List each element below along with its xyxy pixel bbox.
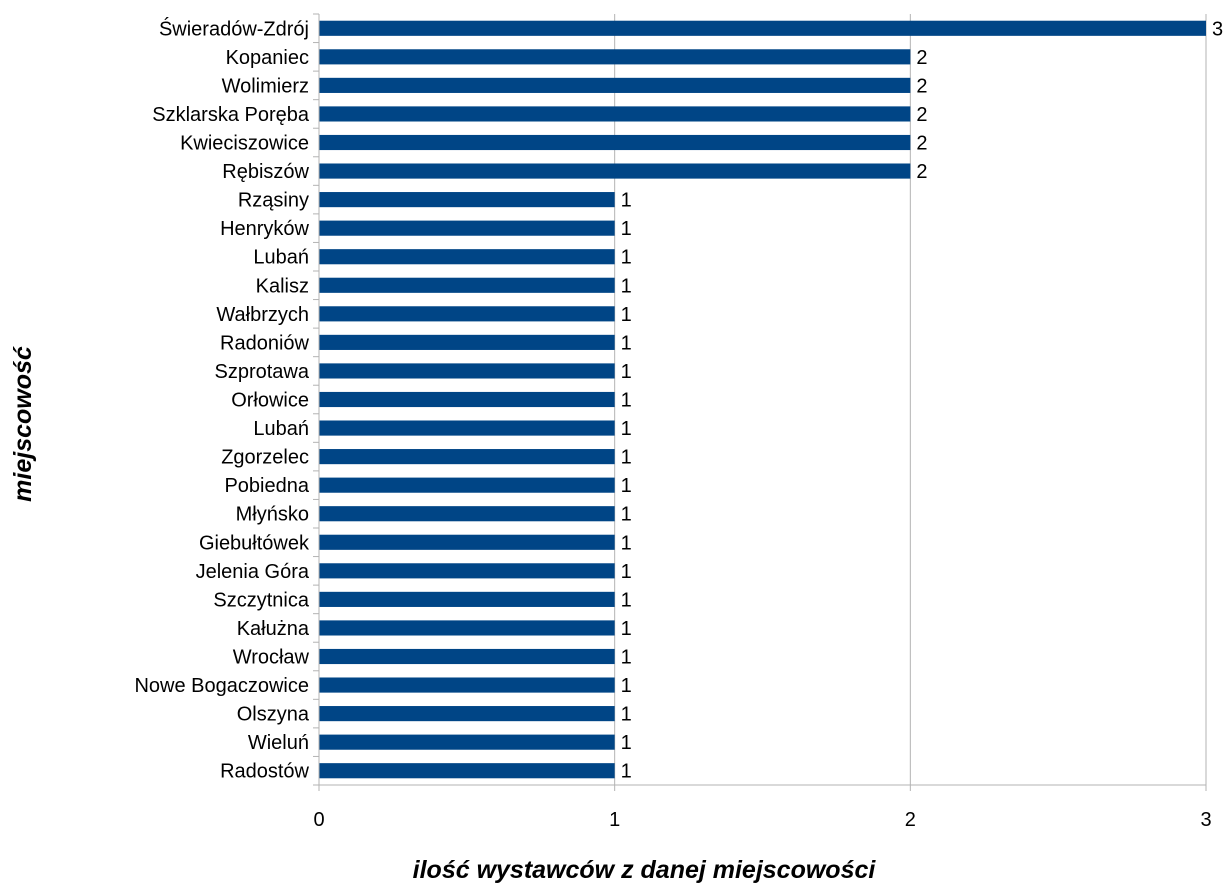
data-label-0: 3 — [1212, 18, 1223, 40]
data-label-10: 1 — [621, 304, 632, 326]
bar-5 — [319, 163, 911, 179]
category-label-23: Nowe Bogaczowice — [134, 675, 309, 697]
category-label-10: Wałbrzych — [216, 304, 309, 326]
x-tick-label-3: 3 — [1200, 809, 1211, 831]
bar-26 — [319, 763, 615, 779]
bar-25 — [319, 734, 615, 750]
data-label-16: 1 — [621, 475, 632, 497]
bar-14 — [319, 420, 615, 436]
data-label-6: 1 — [621, 190, 632, 212]
category-label-17: Młyńsko — [236, 504, 309, 526]
category-label-6: Rząsiny — [238, 190, 309, 212]
category-label-12: Szprotawa — [215, 361, 310, 383]
bar-3 — [319, 106, 911, 122]
data-label-17: 1 — [621, 504, 632, 526]
bar-1 — [319, 49, 911, 65]
category-label-18: Giebułtówek — [199, 532, 310, 554]
category-label-9: Kalisz — [256, 275, 309, 297]
bar-7 — [319, 220, 615, 236]
bars — [319, 20, 1206, 779]
bar-11 — [319, 334, 615, 350]
data-label-26: 1 — [621, 761, 632, 783]
category-label-21: Kałużna — [237, 618, 310, 640]
bar-4 — [319, 134, 911, 151]
category-label-3: Szklarska Poręba — [152, 104, 310, 126]
category-label-15: Zgorzelec — [221, 447, 309, 469]
bar-18 — [319, 534, 615, 550]
data-label-3: 2 — [916, 104, 927, 126]
category-label-26: Radostów — [220, 761, 309, 783]
category-label-13: Orłowice — [231, 390, 309, 412]
bar-21 — [319, 620, 615, 636]
bar-9 — [319, 277, 615, 293]
data-label-11: 1 — [621, 332, 632, 354]
bar-13 — [319, 391, 615, 408]
category-label-2: Wolimierz — [222, 75, 309, 97]
data-label-14: 1 — [621, 418, 632, 440]
category-label-7: Henryków — [220, 218, 309, 240]
category-label-4: Kwieciszowice — [180, 133, 309, 155]
bar-8 — [319, 249, 615, 265]
data-label-9: 1 — [621, 275, 632, 297]
category-label-25: Wieluń — [248, 732, 309, 754]
bar-19 — [319, 563, 615, 579]
data-label-12: 1 — [621, 361, 632, 383]
x-tick-label-0: 0 — [313, 809, 324, 831]
data-label-13: 1 — [621, 390, 632, 412]
category-label-16: Pobiedna — [224, 475, 309, 497]
bar-10 — [319, 306, 615, 322]
bar-0 — [319, 20, 1206, 36]
data-label-23: 1 — [621, 675, 632, 697]
category-label-14: Lubań — [253, 418, 309, 440]
category-label-1: Kopaniec — [226, 47, 309, 69]
x-axis-title: ilość wystawców z danej miejscowości — [413, 856, 877, 884]
bar-2 — [319, 77, 911, 93]
data-label-25: 1 — [621, 732, 632, 754]
labels: 0 1 2 3 Świeradów-Zdrój 3 Kopaniec 2 Wolimierz 2 S… — [134, 16, 1223, 831]
data-label-19: 1 — [621, 561, 632, 583]
bar-16 — [319, 477, 615, 493]
category-label-19: Jelenia Góra — [196, 561, 310, 583]
data-label-15: 1 — [621, 447, 632, 469]
data-label-8: 1 — [621, 247, 632, 269]
bar-15 — [319, 449, 615, 465]
data-label-24: 1 — [621, 704, 632, 726]
data-label-18: 1 — [621, 532, 632, 554]
data-label-1: 2 — [916, 47, 927, 69]
category-label-22: Wrocław — [233, 647, 310, 669]
data-label-21: 1 — [621, 618, 632, 640]
bar-17 — [319, 506, 615, 522]
data-label-20: 1 — [621, 589, 632, 611]
category-label-8: Lubań — [253, 247, 309, 269]
data-label-5: 2 — [916, 161, 927, 183]
category-label-20: Szczytnica — [213, 589, 309, 611]
category-label-11: Radoniów — [220, 332, 310, 354]
data-label-4: 2 — [916, 133, 927, 155]
category-label-5: Rębiszów — [222, 161, 309, 183]
axes — [313, 13, 1207, 791]
bar-23 — [319, 677, 615, 693]
category-label-0: Świeradów-Zdrój — [159, 16, 309, 40]
bar-6 — [319, 192, 615, 208]
bar-20 — [319, 591, 615, 607]
bar-12 — [319, 363, 615, 379]
x-tick-label-2: 2 — [905, 809, 916, 831]
bar-22 — [319, 648, 615, 665]
data-label-2: 2 — [916, 75, 927, 97]
bar-24 — [319, 706, 615, 722]
x-tick-label-1: 1 — [609, 809, 620, 831]
data-label-22: 1 — [621, 647, 632, 669]
data-label-7: 1 — [621, 218, 632, 240]
y-axis-title: miejscowość — [9, 346, 37, 502]
category-label-24: Olszyna — [237, 704, 310, 726]
